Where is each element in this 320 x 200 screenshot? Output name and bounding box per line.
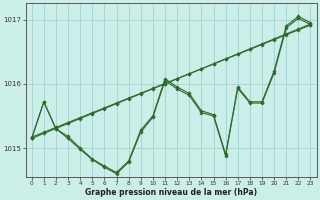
X-axis label: Graphe pression niveau de la mer (hPa): Graphe pression niveau de la mer (hPa) (85, 188, 257, 197)
